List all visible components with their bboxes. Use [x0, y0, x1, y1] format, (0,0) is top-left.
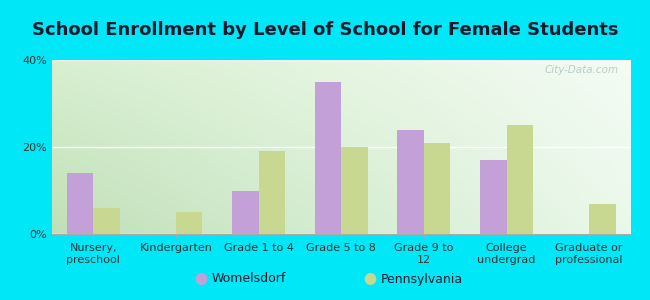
Text: City-Data.com: City-Data.com [545, 65, 619, 75]
Bar [589, 203, 616, 234]
Bar [94, 208, 120, 234]
Bar [232, 190, 259, 234]
Bar [397, 130, 424, 234]
Bar [259, 152, 285, 234]
Bar [480, 160, 506, 234]
Bar [424, 143, 450, 234]
Bar [176, 212, 202, 234]
Text: School Enrollment by Level of School for Female Students: School Enrollment by Level of School for… [32, 21, 618, 39]
Bar [506, 125, 533, 234]
Text: Womelsdorf: Womelsdorf [211, 272, 285, 286]
Bar [341, 147, 368, 234]
Bar [315, 82, 341, 234]
Bar [67, 173, 94, 234]
Text: Pennsylvania: Pennsylvania [380, 272, 462, 286]
